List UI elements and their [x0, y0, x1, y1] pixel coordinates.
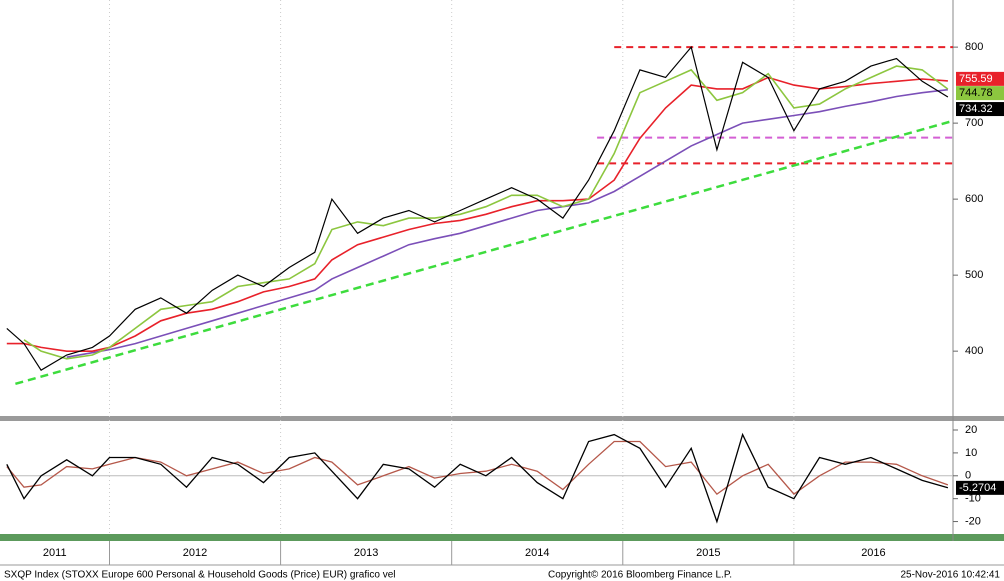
- value-label: 755.59: [959, 73, 993, 85]
- y-tick-label: 10: [965, 447, 977, 459]
- series-line: [6, 432, 949, 524]
- value-tag: [956, 86, 1004, 101]
- series-line: [6, 440, 949, 495]
- x-tick-label: 2014: [525, 547, 549, 559]
- x-tick-label: 2011: [43, 547, 67, 559]
- y-tick-label: 800: [965, 41, 983, 53]
- value-label: -5.2704: [959, 482, 996, 494]
- x-tick-label: 2015: [696, 547, 720, 559]
- footer-right: 25-Nov-2016 10:42:41: [900, 570, 1000, 581]
- value-tag: [956, 480, 1004, 495]
- x-tick-label: 2012: [183, 547, 207, 559]
- y-tick-label: -20: [965, 515, 981, 527]
- series-line: [23, 65, 949, 360]
- plot: 2011 2012 2013 2014 2015 2016 400 500 600 700 800 2…: [0, 0, 1004, 565]
- value-tag: [956, 102, 1004, 117]
- y-tick-label: 20: [965, 424, 977, 436]
- x-tick-label: 2013: [354, 547, 378, 559]
- y-tick-label: 400: [965, 345, 983, 357]
- date-band: [0, 534, 1004, 541]
- y-tick-label: 0: [965, 470, 971, 482]
- trend-line: [15, 119, 954, 386]
- series-line: [6, 45, 949, 372]
- y-tick-label: 500: [965, 269, 983, 281]
- y-tick-label: 600: [965, 193, 983, 205]
- footer-center: Copyright© 2016 Bloomberg Finance L.P.: [548, 570, 732, 581]
- y-tick-label: -10: [965, 493, 981, 505]
- x-tick-label: 2016: [861, 547, 885, 559]
- y-tick-label: 700: [965, 117, 983, 129]
- value-tag: [956, 71, 1004, 86]
- panel-separator: [0, 416, 1004, 421]
- series-line: [6, 76, 948, 352]
- series-line: [66, 88, 948, 358]
- value-label: 734.32: [959, 103, 993, 115]
- value-label: 744.78: [959, 87, 993, 99]
- footer-left: SXQP Index (STOXX Europe 600 Personal & …: [4, 570, 395, 581]
